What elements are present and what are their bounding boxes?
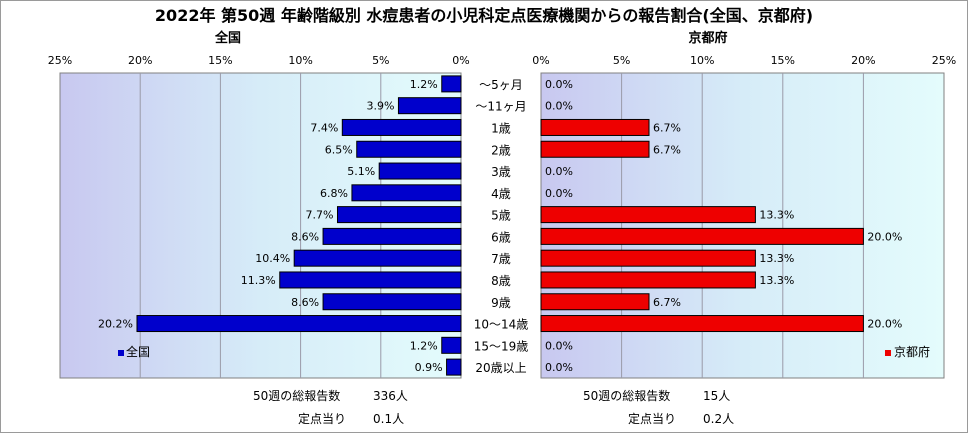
kyoto-per-value: 0.2人 [703,412,735,426]
kyoto-data-label: 6.7% [653,121,681,134]
national-data-label: 20.2% [98,318,133,331]
national-tick-label: 15% [208,54,232,67]
chart-title: 2022年 第50週 年齢階級別 水痘患者の小児科定点医療機関からの報告割合(全… [155,6,813,25]
kyoto-tick-label: 10% [690,54,714,67]
category-label: 5歳 [491,209,511,223]
category-label: 9歳 [491,296,511,310]
kyoto-bar [540,293,650,311]
category-label: 15～19歳 [474,339,529,353]
category-label: 7歳 [491,252,511,266]
kyoto-tick-label: 5% [613,54,630,67]
kyoto-tick-label: 0% [532,54,549,67]
national-tick-label: 0% [452,54,469,67]
national-data-label: 6.5% [325,143,353,156]
kyoto-data-label: 13.3% [759,252,794,265]
kyoto-tick-label: 20% [851,54,875,67]
kyoto-data-label: 20.0% [867,318,902,331]
category-label: ～11ヶ月 [475,100,526,114]
kyoto-total-value: 15人 [703,389,731,403]
category-label: 4歳 [491,187,511,201]
national-legend-label: 全国 [126,344,150,359]
national-tick-label: 25% [48,54,72,67]
kyoto-panel-heading: 京都府 [688,30,727,46]
national-bar [446,358,462,376]
national-bar [136,315,462,333]
national-data-label: 8.6% [291,230,319,243]
national-data-label: 6.8% [320,187,348,200]
national-bar [322,227,462,245]
category-label: 10～14歳 [474,318,529,332]
kyoto-data-label: 0.0% [545,100,573,113]
kyoto-tick-label: 15% [771,54,795,67]
kyoto-tick-label: 25% [932,54,956,67]
kyoto-data-label: 13.3% [759,209,794,222]
category-label: 3歳 [491,165,511,179]
national-bar [397,97,462,115]
national-tick-label: 20% [128,54,152,67]
national-data-label: 1.2% [410,339,438,352]
category-label: 6歳 [491,230,511,244]
national-per-value: 0.1人 [373,412,405,426]
national-bar [336,206,462,224]
national-bar [351,184,462,202]
national-per-label: 定点当り [298,412,347,426]
national-bar [441,75,462,93]
category-label: 20歳以上 [475,361,526,375]
national-data-label: 5.1% [347,165,375,178]
national-total-value: 336人 [373,389,408,403]
category-label: ～5ヶ月 [479,78,523,92]
national-bar [341,118,462,136]
kyoto-data-label: 0.0% [545,78,573,91]
national-data-label: 3.9% [366,100,394,113]
national-panel-heading: 全国 [214,30,241,46]
kyoto-plot-area [540,72,945,379]
kyoto-data-label: 0.0% [545,165,573,178]
kyoto-legend-label: 京都府 [894,344,930,359]
kyoto-bar [540,206,756,224]
national-data-label: 7.7% [306,209,334,222]
national-data-label: 0.9% [415,361,443,374]
national-data-label: 11.3% [241,274,276,287]
national-bar [356,140,462,158]
national-plot-area [59,72,462,379]
national-data-label: 10.4% [255,252,290,265]
kyoto-data-label: 20.0% [867,230,902,243]
national-bar [441,336,462,354]
national-data-label: 7.4% [310,121,338,134]
kyoto-bar [540,118,650,136]
kyoto-bar [540,227,864,245]
kyoto-total-label: 50週の総報告数 [583,389,671,403]
national-bar [293,249,462,267]
kyoto-bar [540,271,756,289]
panels: 25% 20% 15% 10% 5% 0% 全国 1.2% 3.9% 7.4% 6.5% 5.1% 6.… [48,30,956,379]
kyoto-data-label: 0.0% [545,361,573,374]
national-data-label: 1.2% [410,78,438,91]
national-bar [378,162,462,180]
national-legend-swatch [118,350,124,356]
category-label: 8歳 [491,274,511,288]
kyoto-bar [540,140,650,158]
kyoto-per-label: 定点当り [628,412,677,426]
national-tick-label: 5% [372,54,389,67]
kyoto-legend-swatch [884,350,891,356]
national-total-label: 50週の総報告数 [253,389,341,403]
kyoto-data-label: 0.0% [545,339,573,352]
category-label: 2歳 [491,143,511,157]
kyoto-data-label: 0.0% [545,187,573,200]
category-label: 1歳 [491,121,511,135]
kyoto-bar [540,315,864,333]
national-data-label: 8.6% [291,296,319,309]
national-bar [322,293,462,311]
kyoto-data-label: 6.7% [653,143,681,156]
kyoto-data-label: 6.7% [653,296,681,309]
national-tick-label: 10% [288,54,312,67]
national-bar [279,271,462,289]
kyoto-data-label: 13.3% [759,274,794,287]
kyoto-bar [540,249,756,267]
